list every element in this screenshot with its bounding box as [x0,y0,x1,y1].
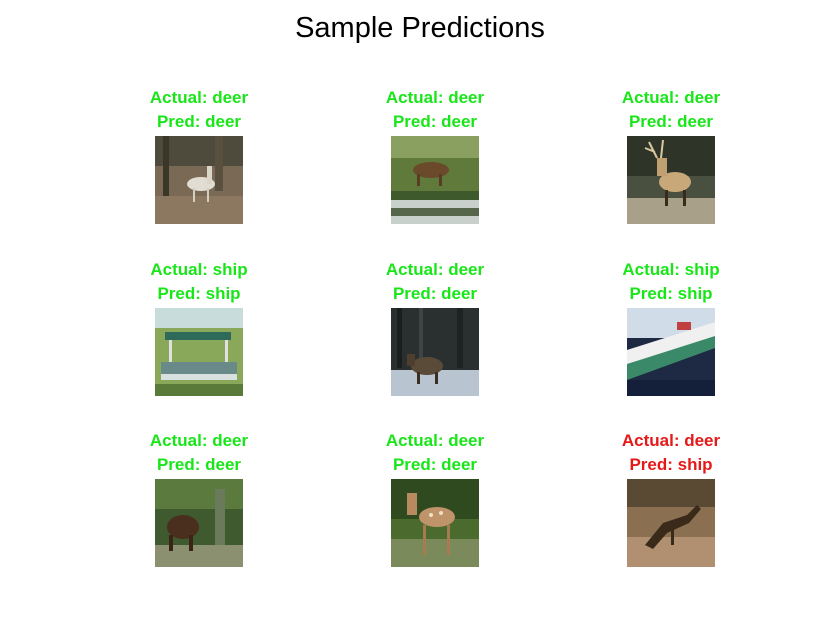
pred-label: Pred: ship [629,284,713,303]
actual-label: Actual: ship [150,260,248,279]
deer-grazing-by-water-photo [391,136,479,224]
actual-label: Actual: deer [385,88,485,107]
boat-with-canopy-photo [155,308,243,396]
pred-label: Pred: ship [629,455,713,474]
prediction-cell: Actual: deer Pred: deer [345,258,525,396]
antlered-deer-photo [627,136,715,224]
dark-deer-in-woods-photo [155,479,243,567]
actual-label: Actual: deer [149,88,249,107]
prediction-cell: Actual: deer Pred: deer [109,429,289,567]
pred-label: Pred: deer [392,284,478,303]
actual-label: Actual: deer [385,431,485,450]
pred-label: Pred: ship [157,284,241,303]
spotted-fawn-photo [391,479,479,567]
cruise-ship-photo [627,308,715,396]
actual-label: Actual: deer [621,431,721,450]
pred-label: Pred: deer [628,112,714,131]
actual-label: Actual: deer [149,431,249,450]
prediction-cell: Actual: deer Pred: deer [345,429,525,567]
pred-label: Pred: deer [156,455,242,474]
actual-label: Actual: deer [385,260,485,279]
actual-label: Actual: ship [622,260,720,279]
prediction-cell: Actual: deer Pred: deer [109,86,289,224]
prediction-cell: Actual: deer Pred: deer [345,86,525,224]
leaping-deer-photo [627,479,715,567]
actual-label: Actual: deer [621,88,721,107]
prediction-cell: Actual: ship Pred: ship [109,258,289,396]
deer-in-snowy-forest-photo [391,308,479,396]
prediction-cell: Actual: ship Pred: ship [581,258,761,396]
prediction-cell: Actual: deer Pred: deer [581,86,761,224]
pred-label: Pred: deer [392,455,478,474]
figure-title: Sample Predictions [295,12,545,44]
pred-label: Pred: deer [156,112,242,131]
prediction-cell: Actual: deer Pred: ship [581,429,761,567]
deer-in-forest-photo [155,136,243,224]
pred-label: Pred: deer [392,112,478,131]
